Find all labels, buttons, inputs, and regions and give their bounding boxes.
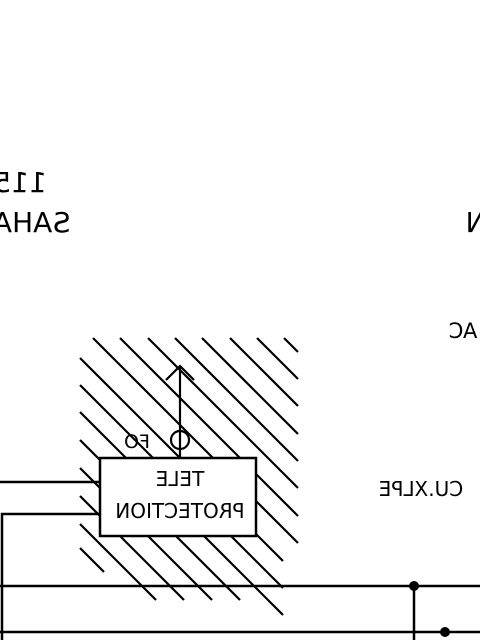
- fo-arrow-icon: [165, 364, 195, 458]
- svg-text:115: 115: [0, 166, 47, 199]
- junction-dot: [409, 581, 419, 591]
- svg-text:CU.XLPE: CU.XLPE: [379, 477, 464, 501]
- voltage-label: 115: [0, 166, 47, 199]
- svg-text:TELE: TELE: [156, 467, 206, 491]
- cable-label: CU.XLPE: [379, 477, 464, 501]
- svg-text:AC: AC: [449, 319, 478, 343]
- wire-lower: [0, 512, 100, 640]
- svg-text:FO: FO: [124, 431, 150, 453]
- protection-label: PROTECTION: [115, 499, 244, 523]
- svg-text:N: N: [466, 206, 480, 239]
- wiring: [0, 480, 480, 640]
- svg-text:SAHAR: SAHAR: [0, 206, 71, 239]
- junction-dot: [440, 627, 450, 637]
- right-edge-label: N: [466, 206, 480, 239]
- ac-label: AC: [449, 319, 478, 343]
- fo-label: FO: [124, 431, 150, 453]
- substation-name-label: SAHAR: [0, 206, 71, 239]
- tele-protection-box: [98, 456, 258, 538]
- tele-label: TELE: [156, 467, 206, 491]
- svg-text:PROTECTION: PROTECTION: [115, 499, 244, 523]
